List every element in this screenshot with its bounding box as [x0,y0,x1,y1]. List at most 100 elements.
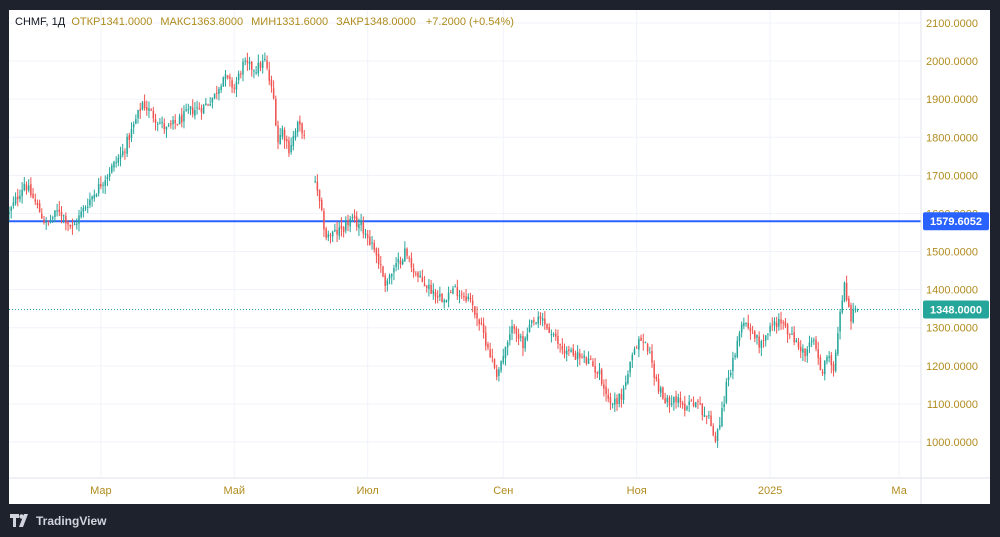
candle-down [406,247,408,260]
candle-body [222,77,225,87]
candle-up [736,336,739,359]
candle-body [821,371,824,374]
legend-symbol[interactable]: CHMF, 1Д [15,16,66,28]
candle-down [69,224,72,230]
candle-down [240,70,242,79]
candle-up [520,333,522,342]
candle-body [279,135,281,145]
candle-body [793,332,795,343]
candle-body [428,284,430,289]
candle-down [609,392,612,411]
candle-down [568,345,570,356]
candle-body [670,403,673,405]
candle-body [209,104,211,106]
candle-body [12,202,15,206]
candle-down [557,329,559,349]
candle-body [377,253,380,265]
candle-down [848,295,850,308]
candle-up [279,127,281,145]
candle-up [633,346,636,356]
candle-body [178,116,181,125]
candle-body [255,72,257,74]
candle-body [76,223,78,225]
level-lines [9,220,921,310]
candle-body [141,102,144,110]
candle-body [528,324,531,333]
candle-body [806,348,809,356]
candle-body [281,128,284,137]
candle-up [349,215,351,233]
candle-body [84,207,87,209]
candle-down [200,104,203,120]
candle-up [666,394,669,408]
chart-panel[interactable]: 1000.0000 1100.0000 1200.0000 1300.0000 1400… [9,10,990,504]
candle-body [638,338,640,350]
candle-up [808,335,811,353]
candle-down [657,373,660,395]
candle-down [270,75,273,93]
candle-down [533,317,535,326]
candle-up [624,375,627,390]
candle-down [574,350,577,360]
candle-up [388,273,391,285]
candle-body [524,337,526,349]
candle-body [185,109,187,111]
candle-up [659,385,662,398]
candle-body [91,196,93,200]
candle-up [725,378,728,405]
candle-up [334,223,336,232]
candle-body [471,300,474,306]
candle-down [679,391,682,408]
candle-up [115,156,117,168]
candle-up [12,196,15,209]
candle-down [793,326,795,346]
candle-body [482,323,485,333]
candles [9,52,859,448]
candle-up [14,192,17,206]
ohlc-legend: CHMF, 1Д ОТКР 1341.0000 МАКС 1363.8000 МИН… [15,16,514,28]
footer-brand[interactable]: TradingView [36,514,107,528]
candle-down [762,334,765,348]
candle-body [62,215,65,217]
candle-down [817,341,819,365]
candle-body [506,342,509,348]
candle-body [10,207,12,212]
candle-up [211,97,214,109]
candle-body [89,199,91,206]
candle-down [804,348,806,362]
y-tick-label: 1300.0000 [926,323,978,335]
candle-down [399,256,402,269]
price-chart[interactable]: 1000.0000 1100.0000 1200.0000 1300.0000 1400… [9,10,990,504]
candle-body [130,128,133,139]
candle-up [729,369,732,378]
candle-body [296,122,299,133]
candle-up [244,57,246,66]
candle-body [202,105,205,114]
last-price-label: 1348.0000 [930,304,982,316]
candle-body [45,221,47,223]
candle-body [598,369,601,375]
candle-body [576,351,579,360]
tradingview-logo-icon[interactable] [10,514,32,528]
candle-up [172,116,174,130]
candle-body [460,293,463,295]
candle-down [749,323,752,340]
candle-down [585,356,588,366]
candle-up [447,286,450,308]
candle-down [229,73,231,87]
candle-up [622,385,625,405]
candle-body [589,358,592,360]
candle-up [135,114,137,125]
candle-body [270,79,273,87]
candle-body [817,349,819,359]
candle-body [229,76,231,79]
candle-down [782,319,784,330]
candle-down [786,322,789,343]
candle-body [498,369,500,376]
candle-down [485,325,487,351]
candle-down [596,371,599,378]
candle-down [36,199,39,209]
candle-body [207,104,209,106]
candle-body [196,107,198,109]
candle-up [511,319,513,340]
